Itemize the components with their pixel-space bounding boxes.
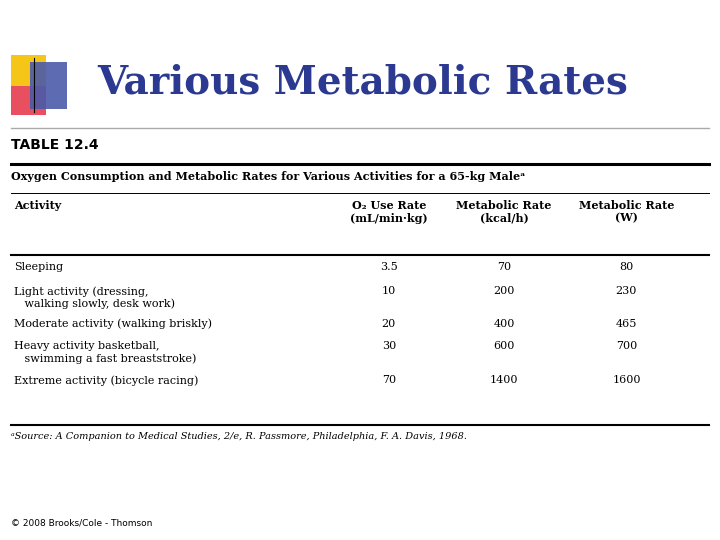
- Text: Oxygen Consumption and Metabolic Rates for Various Activities for a 65-kg Maleᵃ: Oxygen Consumption and Metabolic Rates f…: [11, 171, 525, 182]
- Text: 700: 700: [616, 341, 637, 352]
- Text: 30: 30: [382, 341, 396, 352]
- Text: 70: 70: [497, 262, 511, 272]
- Text: Metabolic Rate
(kcal/h): Metabolic Rate (kcal/h): [456, 200, 552, 224]
- Text: 1400: 1400: [490, 375, 518, 386]
- Text: 400: 400: [493, 319, 515, 329]
- Text: Moderate activity (walking briskly): Moderate activity (walking briskly): [14, 319, 212, 329]
- Text: 600: 600: [493, 341, 515, 352]
- Text: ᵃSource: A Companion to Medical Studies, 2/e, R. Passmore, Philadelphia, F. A. D: ᵃSource: A Companion to Medical Studies,…: [11, 432, 467, 441]
- Text: 3.5: 3.5: [380, 262, 397, 272]
- Text: 20: 20: [382, 319, 396, 329]
- Text: Metabolic Rate
(W): Metabolic Rate (W): [579, 200, 674, 224]
- Text: Heavy activity basketball,
   swimming a fast breaststroke): Heavy activity basketball, swimming a fa…: [14, 341, 197, 363]
- Text: Activity: Activity: [14, 200, 62, 211]
- Text: Light activity (dressing,
   walking slowly, desk work): Light activity (dressing, walking slowly…: [14, 286, 176, 309]
- Text: © 2008 Brooks/Cole - Thomson: © 2008 Brooks/Cole - Thomson: [11, 518, 152, 528]
- Text: Extreme activity (bicycle racing): Extreme activity (bicycle racing): [14, 375, 199, 386]
- Text: 465: 465: [616, 319, 637, 329]
- Text: Various Metabolic Rates: Various Metabolic Rates: [97, 63, 628, 102]
- Text: 10: 10: [382, 286, 396, 296]
- Text: 80: 80: [619, 262, 634, 272]
- Text: 230: 230: [616, 286, 637, 296]
- Text: Sleeping: Sleeping: [14, 262, 63, 272]
- Text: TABLE 12.4: TABLE 12.4: [11, 138, 99, 152]
- Text: 200: 200: [493, 286, 515, 296]
- Text: 70: 70: [382, 375, 396, 386]
- Text: O₂ Use Rate
(mL/min·kg): O₂ Use Rate (mL/min·kg): [350, 200, 428, 224]
- Text: 1600: 1600: [612, 375, 641, 386]
